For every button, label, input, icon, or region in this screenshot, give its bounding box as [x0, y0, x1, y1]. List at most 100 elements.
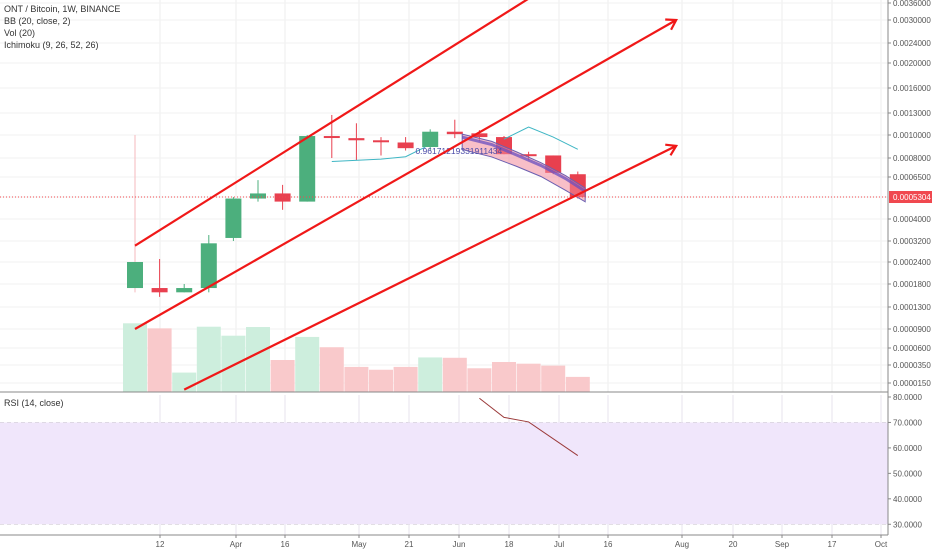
volume-bar [221, 335, 246, 392]
volume-bar [344, 366, 369, 392]
last-price-label: 0.0005304 [893, 193, 931, 202]
time-tick-label: Jul [554, 540, 564, 549]
trend-line [134, 0, 529, 247]
candle-body [323, 136, 340, 139]
cloud-band [461, 133, 586, 203]
price-tick-label: 0.0003200 [893, 237, 931, 246]
price-tick-label: 0.0020000 [893, 59, 931, 68]
price-tick-label: 0.0016000 [893, 84, 931, 93]
cloud-centerline [461, 135, 586, 193]
time-tick-label: 21 [405, 540, 414, 549]
rsi-tick-label: 40.0000 [893, 495, 922, 504]
volume-bar [541, 365, 566, 392]
candle-body [520, 154, 537, 157]
volume-bar [270, 360, 295, 392]
volume-bar [123, 323, 147, 392]
time-tick-label: 17 [828, 540, 837, 549]
time-tick-label: Jun [453, 540, 466, 549]
time-tick-label: May [351, 540, 366, 549]
time-tick-label: 18 [505, 540, 514, 549]
volume-bar [467, 368, 492, 392]
price-tick-label: 0.0000900 [893, 325, 931, 334]
rsi-legend[interactable]: RSI (14, close) [4, 398, 64, 408]
volume-bar [516, 363, 541, 392]
candle-body [250, 193, 266, 199]
rsi-line [479, 397, 579, 456]
candle-body [200, 243, 217, 289]
leading-span [503, 126, 579, 150]
volume-bar [319, 347, 344, 392]
grid [0, 0, 888, 535]
rsi-tick-label: 50.0000 [893, 469, 922, 478]
rsi-tick-label: 80.0000 [893, 393, 922, 402]
price-tick-label: 0.0006500 [893, 173, 931, 182]
price-tick-label: 0.0004000 [893, 215, 931, 224]
price-tick-label: 0.0000150 [893, 379, 931, 388]
indicator-overlay: 0.96171219331911434 [0, 126, 888, 203]
price-tick-label: 0.0000350 [893, 361, 931, 370]
time-tick-label: 16 [281, 540, 290, 549]
candles [127, 114, 586, 297]
trend-arrowhead [665, 18, 678, 31]
volume-bar [147, 328, 172, 392]
rsi-series [479, 397, 579, 456]
price-axis-panel [888, 0, 932, 550]
rsi-band [0, 422, 888, 525]
rsi-tick-label: 30.0000 [893, 520, 922, 529]
trend-lines[interactable] [134, 0, 679, 391]
trend-arrowhead [665, 143, 679, 156]
time-tick-label: Aug [675, 540, 689, 549]
candle-body [299, 136, 316, 202]
price-tick-label: 0.0001800 [893, 280, 931, 289]
price-tick-label: 0.0030000 [893, 16, 931, 25]
baseline [331, 146, 426, 162]
candle-body [274, 193, 291, 202]
volume-bar [442, 357, 467, 392]
legend-bb[interactable]: BB (20, close, 2) [4, 16, 71, 26]
candle-body [176, 288, 193, 293]
trend-line [134, 19, 677, 330]
price-tick-label: 0.0008000 [893, 154, 931, 163]
candle-body [348, 138, 365, 141]
price-tick-label: 0.0010000 [893, 131, 931, 140]
time-tick-label: Apr [230, 540, 243, 549]
volume-bar [246, 327, 270, 392]
price-tick-label: 0.0001300 [893, 303, 931, 312]
last-price-tag [889, 191, 932, 203]
time-tick-label: Sep [775, 540, 790, 549]
legend-vol[interactable]: Vol (20) [4, 28, 36, 38]
price-tick-label: 0.0013000 [893, 109, 931, 118]
volume-bar [295, 336, 320, 392]
legend: ONT / Bitcoin, 1W, BINANCE BB (20, close… [4, 3, 120, 51]
candle-body [151, 288, 168, 293]
time-tick-label: 16 [604, 540, 613, 549]
volume-bar [565, 376, 590, 392]
volume-bar [418, 357, 443, 392]
price-tick-label: 0.0002400 [893, 258, 931, 267]
candle-body [373, 140, 389, 143]
rsi-tick-label: 60.0000 [893, 444, 922, 453]
volume-bar [393, 366, 418, 392]
price-tick-label: 0.0036000 [893, 0, 931, 8]
candle-body [471, 133, 488, 138]
trend-line [183, 144, 677, 391]
candle-body [422, 131, 439, 148]
volume-bar [369, 369, 393, 392]
candle-body [446, 131, 463, 135]
candle-body [225, 198, 242, 238]
time-tick-label: Oct [875, 540, 888, 549]
candle-body [127, 262, 143, 289]
legend-ichimoku[interactable]: Ichimoku (9, 26, 52, 26) [4, 40, 99, 50]
candle-body [397, 142, 414, 149]
volume-bar [492, 361, 516, 392]
rsi-tick-label: 70.0000 [893, 418, 922, 427]
legend-symbol[interactable]: ONT / Bitcoin, 1W, BINANCE [4, 4, 121, 14]
time-tick-label: 20 [729, 540, 738, 549]
volume-bars [123, 323, 590, 392]
annotation-label: 0.96171219331911434 [415, 146, 502, 156]
time-tick-label: 12 [156, 540, 165, 549]
price-tick-label: 0.0000600 [893, 344, 931, 353]
price-tick-label: 0.0024000 [893, 39, 931, 48]
